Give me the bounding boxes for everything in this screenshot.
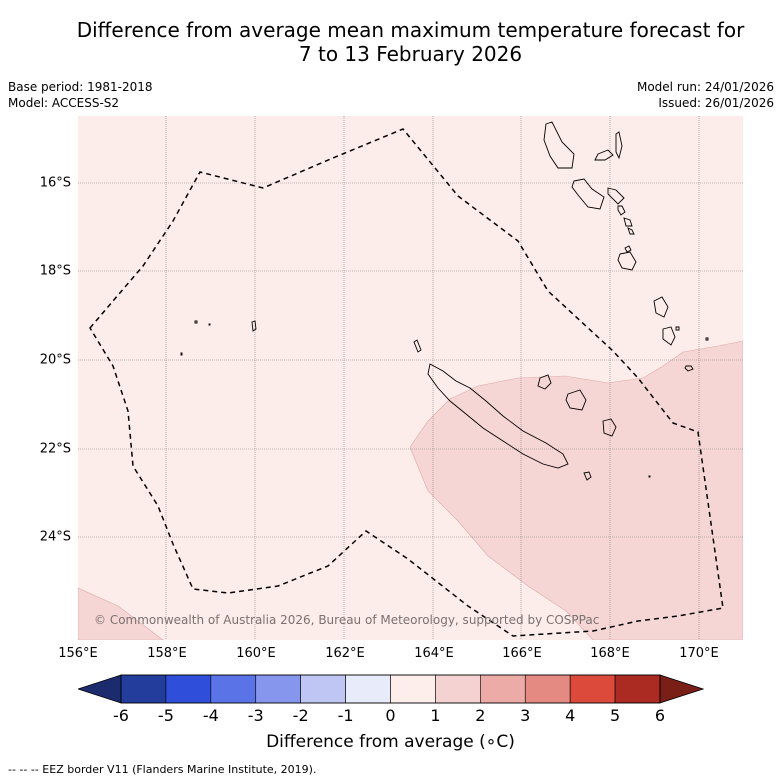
- colorbar-segment: [524, 674, 571, 704]
- colorbar-tick: 2: [475, 706, 486, 725]
- colorbar-segment: [435, 674, 481, 704]
- map-svg: [78, 116, 743, 640]
- anomaly-region-1-2: [409, 340, 743, 640]
- x-tick: 164°E: [414, 646, 454, 661]
- issued-date: Issued: 26/01/2026: [658, 96, 774, 110]
- x-tick: 162°E: [325, 646, 365, 661]
- x-tick: 168°E: [590, 646, 630, 661]
- chesterfield-islands: [180, 320, 257, 356]
- map-panel: © Commonwealth of Australia 2026, Bureau…: [78, 116, 743, 640]
- model-name: Model: ACCESS-S2: [8, 96, 120, 110]
- x-tick: 170°E: [679, 646, 719, 661]
- loyalty-island-1: [537, 374, 552, 390]
- colorbar-tick: -2: [292, 706, 309, 725]
- x-tick: 166°E: [502, 646, 542, 661]
- colorbar-segment: [165, 674, 212, 704]
- eez-border: [89, 128, 724, 637]
- y-tick: 24°S: [39, 529, 71, 545]
- meta-left: Base period: 1981-2018 Model: ACCESS-S2: [8, 79, 153, 111]
- colorbar-label: Difference from average (∘C): [266, 732, 515, 752]
- y-tick: 22°S: [39, 441, 71, 457]
- colorbar-under: [78, 674, 122, 704]
- colorbar-over: [659, 674, 704, 704]
- colorbar: [78, 674, 704, 704]
- colorbar-segment: [255, 674, 301, 704]
- loyalty-island-3: [602, 418, 617, 437]
- gridlines: [78, 116, 743, 640]
- colorbar-tick: -1: [337, 706, 354, 725]
- map-title: Difference from average mean maximum tem…: [0, 18, 781, 66]
- y-tick: 18°S: [39, 263, 71, 279]
- title-line-2: 7 to 13 February 2026: [298, 42, 523, 66]
- colorbar-tick: 4: [565, 706, 576, 725]
- anomaly-region-1-2-sw: [78, 587, 164, 640]
- colorbar-segment: [345, 674, 391, 704]
- colorbar-segment: [120, 674, 167, 704]
- model-run: Model run: 24/01/2026: [636, 80, 774, 94]
- colorbar-segment: [614, 674, 661, 704]
- colorbar-segment: [390, 674, 436, 704]
- base-period: Base period: 1981-2018: [8, 80, 153, 94]
- colorbar-segment: [480, 674, 526, 704]
- colorbar-tick: 1: [430, 706, 441, 725]
- title-line-1: Difference from average mean maximum tem…: [76, 18, 745, 42]
- colorbar-tick: 6: [654, 706, 666, 725]
- colorbar-tick: 0: [385, 706, 396, 725]
- colorbar-segment: [210, 674, 257, 704]
- belep-islands: [413, 339, 422, 353]
- colorbar-tick: -4: [202, 706, 219, 725]
- meta-right: Model run: 24/01/2026 Issued: 26/01/2026: [637, 79, 774, 111]
- new-caledonia-island: [427, 363, 569, 469]
- colorbar-tick: -3: [247, 706, 264, 725]
- x-tick: 158°E: [147, 646, 187, 661]
- y-tick: 20°S: [39, 352, 71, 368]
- colorbar-segment: [569, 674, 616, 704]
- loyalty-island-2: [565, 389, 587, 411]
- colorbar-tick: -5: [157, 706, 174, 725]
- vanuatu-islands: [543, 121, 709, 372]
- colorbar-tick: 3: [520, 706, 531, 725]
- eez-legend: -- -- -- EEZ border V11 (Flanders Marine…: [8, 763, 317, 776]
- x-tick: 160°E: [236, 646, 276, 661]
- matthew-island: [648, 475, 651, 478]
- isle-of-pines: [583, 471, 592, 481]
- colorbar-tick: 5: [609, 706, 621, 725]
- copyright-notice: © Commonwealth of Australia 2026, Bureau…: [94, 613, 600, 627]
- colorbar-tick: -6: [113, 706, 129, 725]
- y-tick: 16°S: [39, 175, 71, 191]
- x-tick: 156°E: [58, 646, 98, 661]
- colorbar-segment: [300, 674, 346, 704]
